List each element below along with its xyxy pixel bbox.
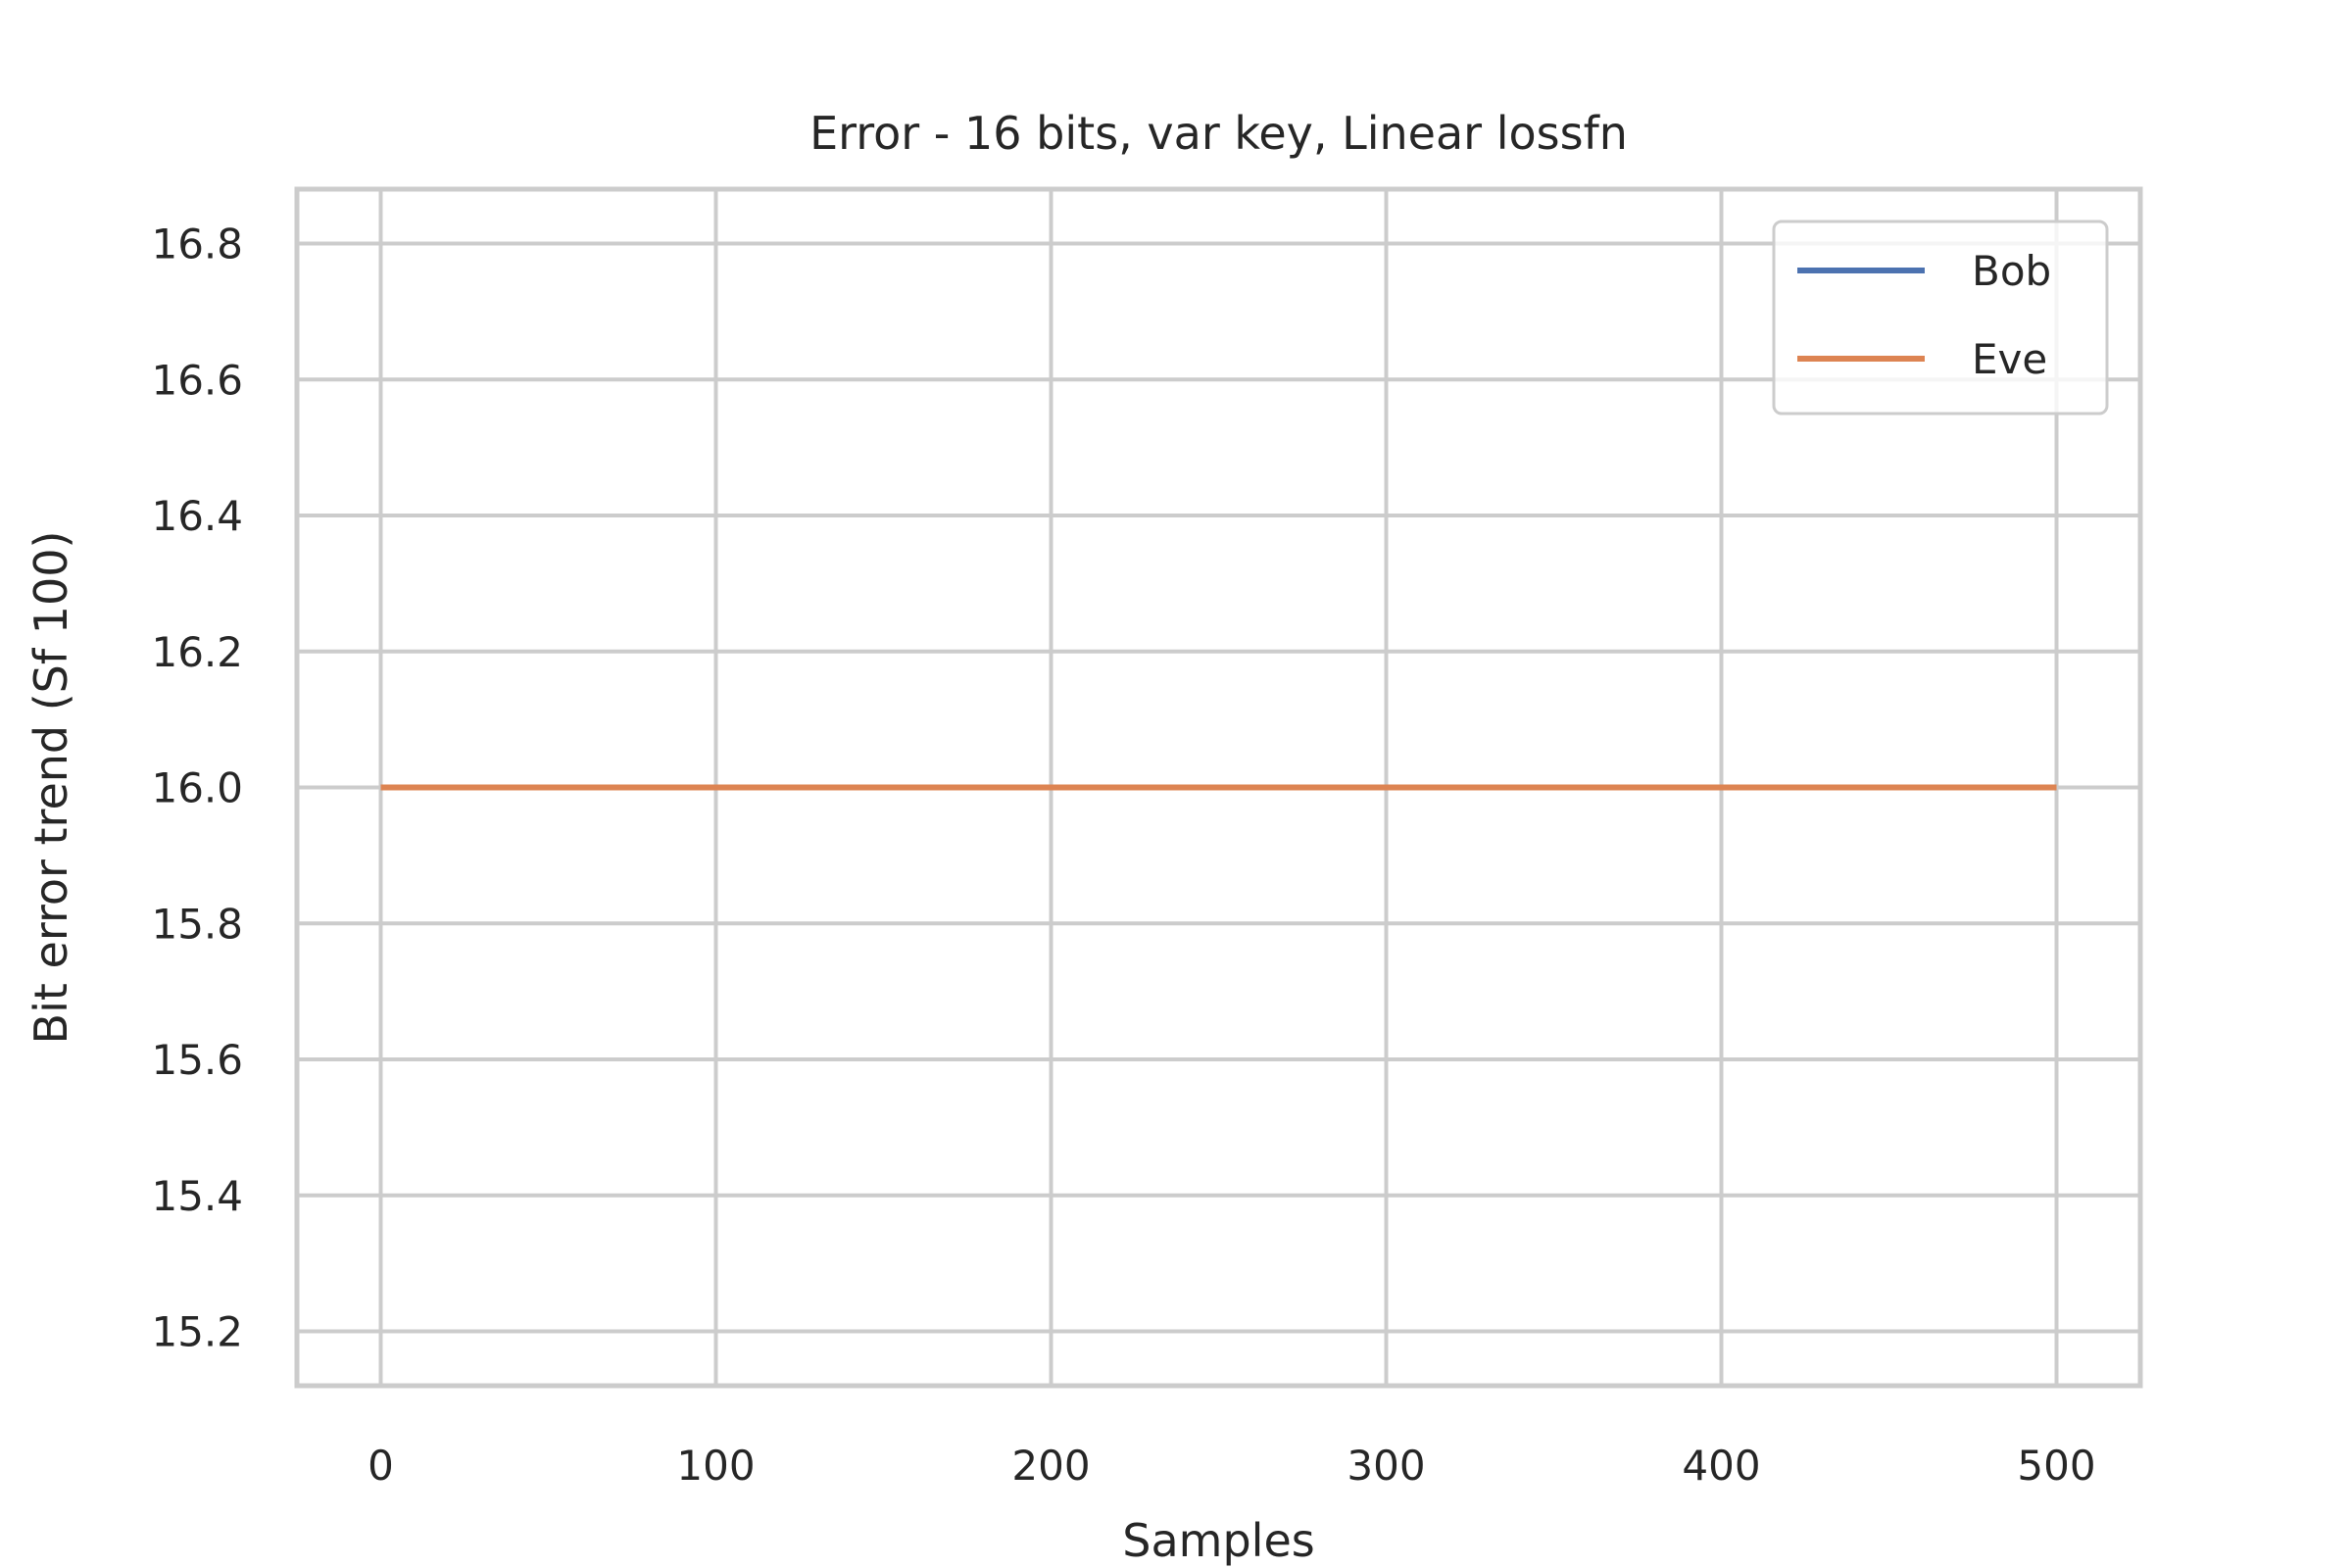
x-tick-label: 300	[1347, 1442, 1425, 1490]
y-tick-label: 16.4	[151, 492, 243, 540]
y-axis-label: Bit error trend (Sf 100)	[24, 531, 77, 1045]
y-tick-label: 16.2	[151, 628, 243, 676]
legend-entries: Bob Eve	[1797, 247, 2051, 383]
x-tick-label: 0	[368, 1442, 394, 1490]
x-tick-label: 100	[676, 1442, 755, 1490]
x-tick-label: 400	[1682, 1442, 1760, 1490]
x-tick-label: 500	[2017, 1442, 2095, 1490]
y-tick-label: 16.8	[151, 220, 243, 269]
y-tick-label: 16.0	[151, 764, 243, 812]
legend-label-bob: Bob	[1972, 247, 2051, 295]
y-tick-label: 15.8	[151, 900, 243, 948]
y-tick-label: 15.2	[151, 1308, 243, 1356]
plot-frame	[294, 186, 2143, 1389]
y-tick-label: 15.4	[151, 1172, 243, 1220]
y-tick-label: 15.6	[151, 1036, 243, 1084]
x-axis-label: Samples	[1122, 1514, 1314, 1567]
y-tick-labels: 15.2 15.4 15.6 15.8 16.0 16.2 16.4 16.6 16.8	[151, 220, 243, 1356]
legend-label-eve: Eve	[1972, 335, 2047, 383]
chart-title: Error - 16 bits, var key, Linear lossfn	[809, 107, 1628, 160]
y-tick-label: 16.6	[151, 356, 243, 404]
x-tick-labels: 0 100 200 300 400 500	[368, 1442, 2095, 1490]
legend: Bob Eve	[1772, 220, 2109, 416]
x-tick-label: 200	[1011, 1442, 1090, 1490]
legend-box	[1772, 220, 2109, 416]
